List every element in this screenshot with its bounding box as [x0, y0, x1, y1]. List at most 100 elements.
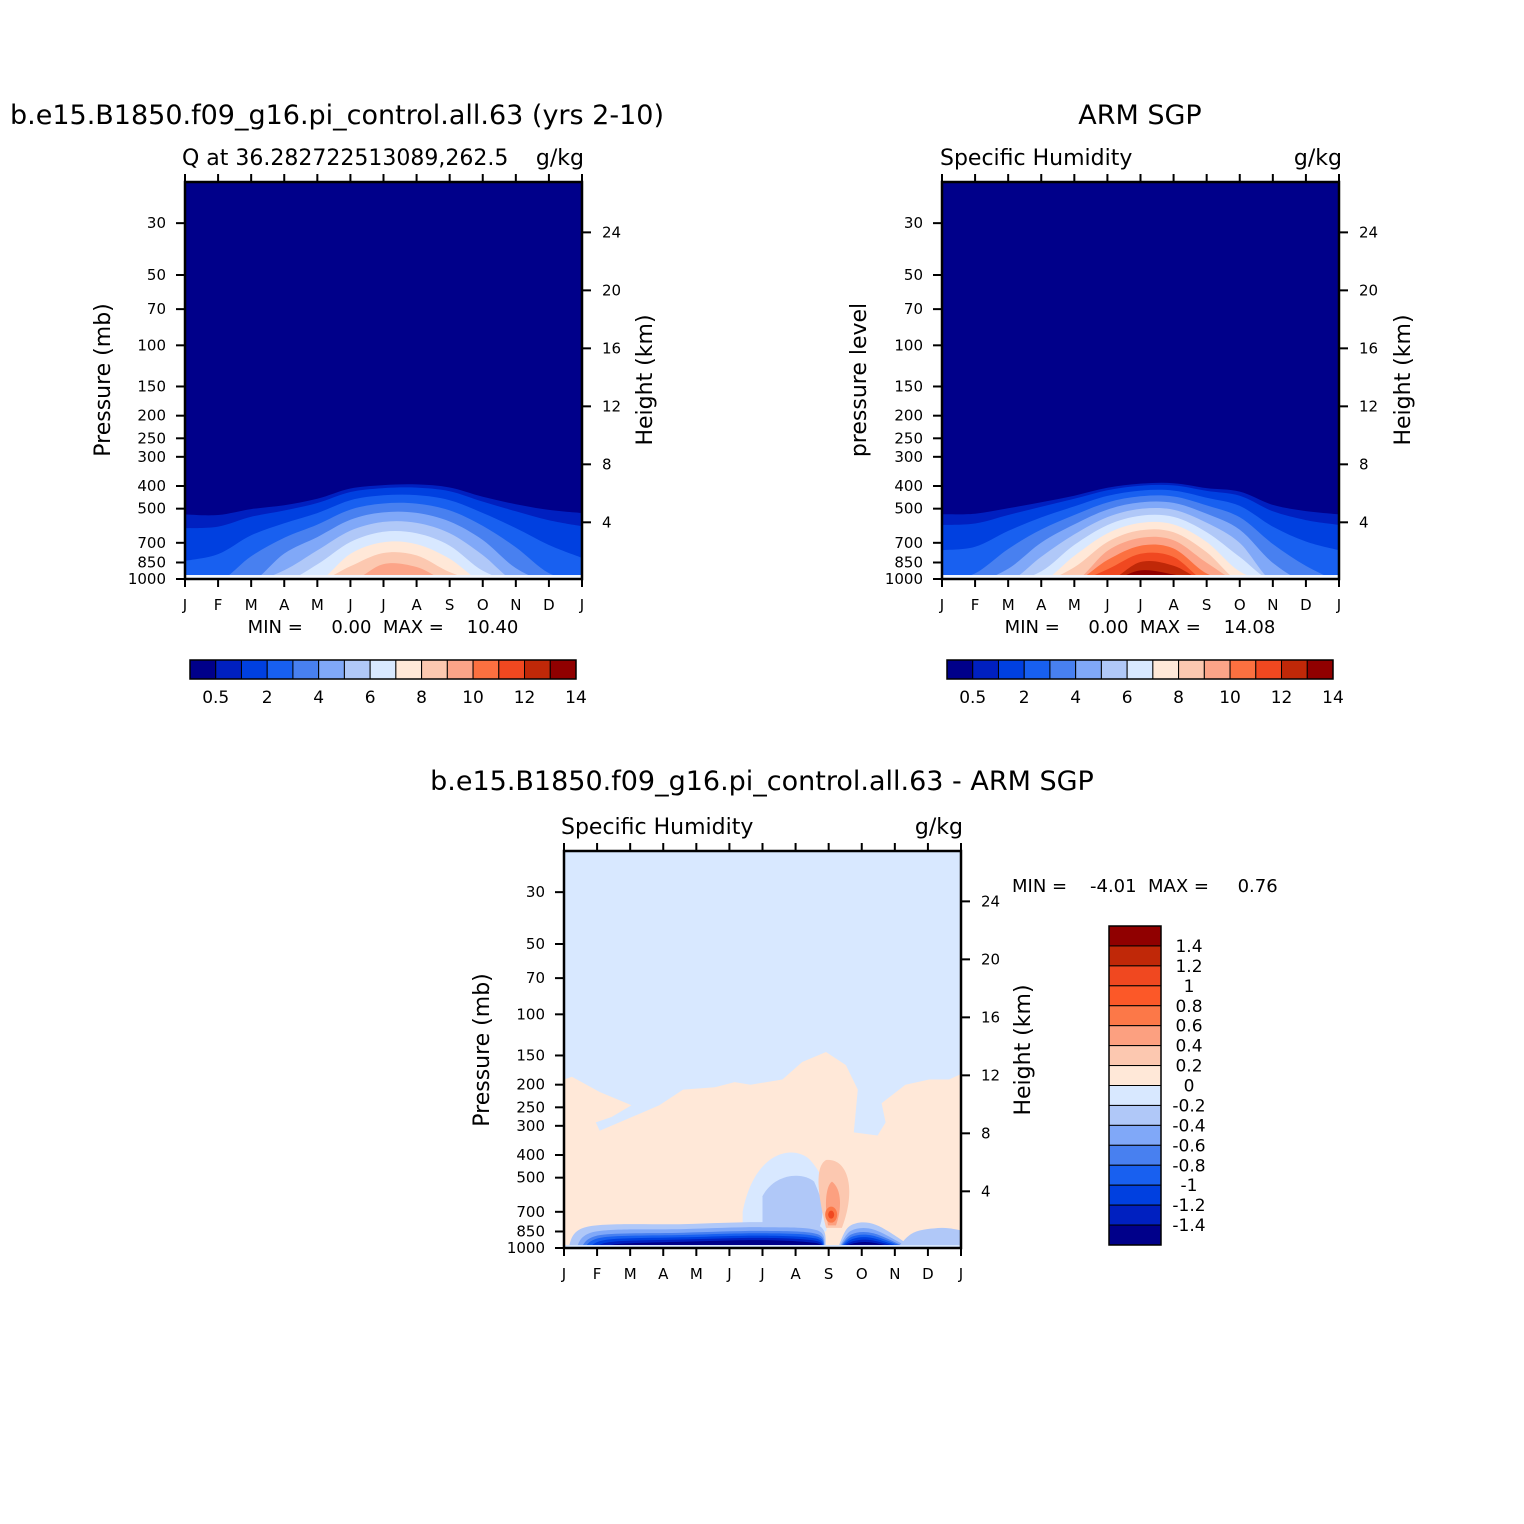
- colorbar-swatch: [1152, 659, 1180, 680]
- x-tick-label: F: [593, 1265, 602, 1283]
- colorbar-label: 12: [1271, 688, 1293, 708]
- x-tick-label: A: [1036, 596, 1047, 614]
- colorbar-swatch: [1108, 965, 1162, 987]
- colorbar-swatch: [1108, 1184, 1162, 1206]
- x-tick-label: M: [1068, 596, 1081, 614]
- colorbar-frame: [1108, 925, 1162, 1246]
- x-tick-label: M: [245, 596, 258, 614]
- contour-field: [564, 851, 961, 1248]
- colorbar-swatch: [498, 659, 526, 680]
- y-tick-label: 300: [516, 1117, 545, 1135]
- colorbar-swatch: [1108, 1204, 1162, 1226]
- panel-obs-subtitle: Specific Humidity: [940, 146, 1132, 171]
- y-tick-label: 500: [894, 500, 923, 518]
- y-tick-label: 50: [904, 266, 923, 284]
- colorbar-label: 2: [262, 688, 273, 708]
- y-tick-label: 850: [516, 1223, 545, 1241]
- surface-band: [564, 1245, 961, 1248]
- colorbar-frame: [946, 659, 1334, 680]
- colorbar-swatch: [946, 659, 974, 680]
- x-tick-label: S: [824, 1265, 834, 1283]
- colorbar-swatch: [1108, 945, 1162, 967]
- y2-tick-label: 8: [602, 455, 612, 473]
- panel-model-stats: MIN = 0.00 MAX = 10.40: [248, 617, 519, 638]
- x-tick-label: D: [1300, 596, 1312, 614]
- y2-tick-label: 12: [981, 1066, 1000, 1084]
- x-tick-label: J: [579, 596, 584, 614]
- colorbar-swatch: [997, 659, 1025, 680]
- colorbar-swatch: [240, 659, 268, 680]
- y-tick-label: 400: [137, 477, 166, 495]
- x-tick-label: A: [279, 596, 290, 614]
- y-tick-label: 30: [147, 214, 166, 232]
- y-tick-label: 70: [904, 300, 923, 318]
- colorbar-label: 0.5: [202, 688, 229, 708]
- colorbar-label: -1.2: [1172, 1196, 1205, 1216]
- colorbar-swatch: [446, 659, 474, 680]
- colorbar-swatch: [292, 659, 320, 680]
- y-tick-label: 400: [516, 1146, 545, 1164]
- panel-obs-title: ARM SGP: [1078, 100, 1201, 131]
- y2-tick-label: 4: [1359, 513, 1369, 531]
- colorbar-label: 8: [1173, 688, 1184, 708]
- surface-band: [942, 575, 1339, 579]
- x-tick-label: N: [510, 596, 521, 614]
- y-tick-label: 50: [147, 266, 166, 284]
- x-tick-label: D: [922, 1265, 934, 1283]
- panel-model-units: g/kg: [536, 146, 584, 171]
- colorbar-swatch: [1108, 1065, 1162, 1086]
- contour-band: [897, 1227, 961, 1248]
- x-tick-label: M: [690, 1265, 703, 1283]
- colorbar-swatch: [1108, 1045, 1162, 1067]
- x-tick-label: N: [889, 1265, 900, 1283]
- colorbar-label: 6: [1122, 688, 1133, 708]
- colorbar-swatch: [1108, 1144, 1162, 1166]
- x-tick-label: M: [624, 1265, 637, 1283]
- y-tick-label: 100: [516, 1005, 545, 1023]
- x-tick-label: J: [1336, 596, 1341, 614]
- colorbar-label: 1: [1184, 977, 1195, 997]
- y-tick-label: 70: [147, 300, 166, 318]
- colorbar-swatch: [1049, 659, 1077, 680]
- colorbar-label: -1: [1181, 1176, 1198, 1196]
- panel-obs: ARM SGP Specific Humidity g/kg J F M A M J J A S…: [847, 100, 1416, 708]
- panel-model-ylabel: Pressure (mb): [91, 303, 116, 457]
- colorbar-swatch: [1108, 1164, 1162, 1186]
- colorbar-label: 2: [1019, 688, 1030, 708]
- x-tick-label: S: [1202, 596, 1212, 614]
- colorbar-swatch: [1281, 659, 1308, 680]
- y-tick-label: 250: [137, 429, 166, 447]
- y-tick-label: 150: [516, 1046, 545, 1064]
- x-tick-label: O: [856, 1265, 868, 1283]
- x-tick-label: J: [561, 1265, 566, 1283]
- surface-band: [185, 575, 582, 579]
- y-tick-label: 30: [904, 214, 923, 232]
- x-tick-label: F: [971, 596, 980, 614]
- panel-model-title: b.e15.B1850.f09_g16.pi_control.all.63 (y…: [10, 100, 664, 131]
- contour-band: [762, 1175, 823, 1232]
- contour-field: [942, 182, 1339, 579]
- y2-tick-label: 20: [602, 281, 621, 299]
- y-tick-label: 500: [516, 1169, 545, 1187]
- y-tick-label: 700: [516, 1203, 545, 1221]
- colorbar-swatch: [215, 659, 242, 680]
- y-tick-label: 300: [894, 448, 923, 466]
- y2-tick-label: 16: [602, 339, 621, 357]
- x-tick-label: A: [1168, 596, 1179, 614]
- x-tick-label: J: [380, 596, 385, 614]
- y-tick-label: 30: [526, 883, 545, 901]
- panel-diff-ylabel: Pressure (mb): [470, 973, 495, 1127]
- colorbar-swatch: [1203, 659, 1231, 680]
- colorbar-label: 10: [1219, 688, 1241, 708]
- x-tick-label: D: [543, 596, 555, 614]
- x-tick-label: J: [182, 596, 187, 614]
- colorbar-label: 14: [1322, 688, 1344, 708]
- x-tick-label: A: [411, 596, 422, 614]
- x-tick-label: J: [1137, 596, 1142, 614]
- y-tick-label: 200: [137, 407, 166, 425]
- x-tick-label: J: [1104, 596, 1109, 614]
- colorbar-label: 10: [462, 688, 484, 708]
